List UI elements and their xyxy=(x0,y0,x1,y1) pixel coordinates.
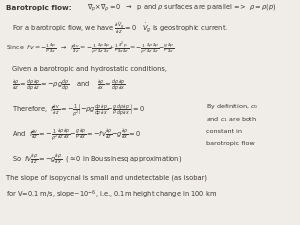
Text: So  $fv\frac{\partial\rho}{\partial z}{=}{-}g\frac{\partial\rho}{\partial x}$  (: So $fv\frac{\partial\rho}{\partial z}{=}… xyxy=(12,152,182,166)
Text: Given a barotropic and hydrostatic conditions,: Given a barotropic and hydrostatic condi… xyxy=(12,66,167,72)
Text: Since  $fv{=}{-}\frac{1}{\rho}\frac{\partial p}{\partial x}$  $\rightarrow$  $f\: Since $fv{=}{-}\frac{1}{\rho}\frac{\part… xyxy=(6,40,174,57)
Text: And  $f\frac{\partial v}{\partial z}{=}{-}\frac{1}{\rho^2}\frac{\partial\rho}{\p: And $f\frac{\partial v}{\partial z}{=}{-… xyxy=(12,127,141,143)
Text: Therefore,  $f\frac{\partial v}{\partial z}{=}{-}\frac{1}{\rho^2}\!\left[{-}\rho: Therefore, $f\frac{\partial v}{\partial … xyxy=(12,102,145,119)
Text: $\frac{\partial\rho}{\partial z}{=}\frac{d\rho}{dp}\frac{\partial p}{\partial z}: $\frac{\partial\rho}{\partial z}{=}\frac… xyxy=(12,77,126,94)
Text: barotropic flow: barotropic flow xyxy=(206,142,254,146)
Text: for V=0.1 m/s, slope~10$^{-6}$, i.e., 0.1m height change in 100 km: for V=0.1 m/s, slope~10$^{-6}$, i.e., 0.… xyxy=(6,189,217,201)
Text: constant in: constant in xyxy=(206,129,242,134)
Text: By definition, $c_0$: By definition, $c_0$ xyxy=(206,102,258,111)
Text: For a barotropic flow, we have $\frac{\partial \dot{V}_g}{\partial z}{=}0$   $\d: For a barotropic flow, we have $\frac{\p… xyxy=(12,20,228,36)
Text: The slope of isopycnal is small and undetectable (as isobar): The slope of isopycnal is small and unde… xyxy=(6,175,207,181)
Text: $\nabla_p{\times}\nabla_\rho{=}0$  $\rightarrow$  p and $\rho$ surfaces are para: $\nabla_p{\times}\nabla_\rho{=}0$ $\righ… xyxy=(87,2,276,13)
Text: Barotropic flow:: Barotropic flow: xyxy=(6,5,72,11)
Text: and $c_1$ are both: and $c_1$ are both xyxy=(206,115,256,124)
